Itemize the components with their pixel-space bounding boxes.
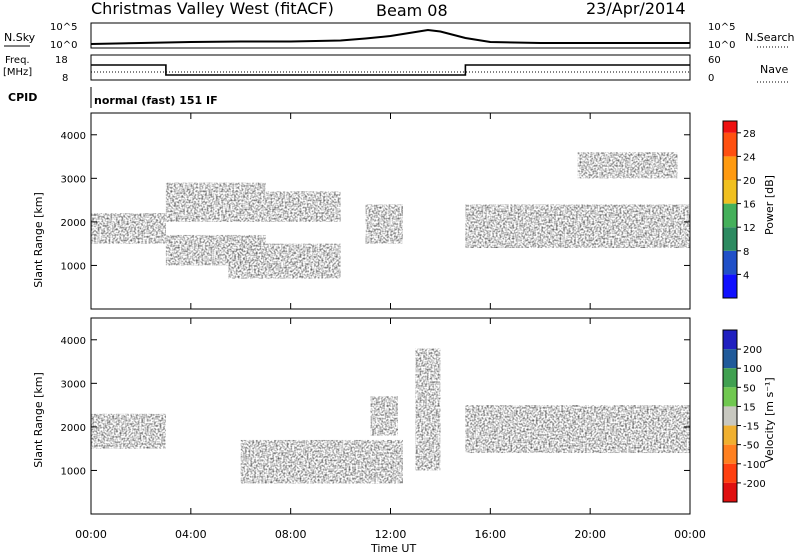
- data-patch: [165, 182, 266, 222]
- power-colorbar-segment: [723, 121, 737, 133]
- power-colorbar-segment: [723, 250, 737, 275]
- nsearch-tick-bottom: 10^0: [708, 40, 735, 51]
- nave-tick-bottom: 0: [708, 73, 714, 84]
- freq-frame: [90, 54, 691, 81]
- power-cb-tick-label: 4: [743, 270, 749, 281]
- power-colorbar-frame: [722, 120, 738, 299]
- velocity-cb-tick-label: 200: [743, 345, 762, 356]
- velocity-cb-tick-label: 100: [743, 364, 762, 375]
- nsearch-label: N.Search: [745, 31, 795, 44]
- power-colorbar-segment: [723, 156, 737, 180]
- velocity-colorbar: 200 100 50 15 -15 -50 -100 -200: [722, 329, 766, 503]
- freq-tick-top: 18: [55, 55, 68, 66]
- velocity-colorbar-label: Velocity [m s⁻¹]: [763, 377, 776, 462]
- xtick-label: 20:00: [574, 528, 606, 541]
- velocity-ylabel: Slant Range [km]: [32, 372, 45, 468]
- data-patch: [465, 405, 690, 454]
- xtick-label: 00:00: [674, 528, 706, 541]
- freq-label-2: [MHz]: [3, 67, 32, 78]
- power-cb-tick-label: 28: [743, 129, 756, 140]
- data-patch: [577, 152, 678, 179]
- velocity-colorbar-frame: [722, 329, 738, 503]
- velocity-colorbar-segment: [723, 349, 737, 369]
- velocity-cb-tick-label: -100: [743, 460, 766, 471]
- ytick-label: 2000: [61, 423, 86, 434]
- power-colorbar-segment: [723, 180, 737, 204]
- data-patch: [265, 191, 341, 222]
- power-cb-tick-label: 8: [743, 247, 749, 258]
- data-patch: [465, 204, 690, 249]
- data-patch: [365, 204, 403, 244]
- data-patch: [228, 243, 341, 279]
- velocity-cb-tick-label: 50: [743, 383, 756, 394]
- station-title: Christmas Valley West (fitACF): [91, 0, 334, 18]
- power-colorbar-segment: [723, 203, 737, 228]
- xtick-label: 00:00: [75, 528, 107, 541]
- xaxis-label: Time UT: [370, 542, 416, 554]
- power-panel-data: [91, 152, 690, 279]
- ytick-label: 4000: [61, 131, 86, 142]
- nave-label: Nave: [760, 63, 788, 76]
- data-patch: [240, 439, 403, 484]
- xtick-label: 08:00: [275, 528, 307, 541]
- power-cb-tick-label: 24: [743, 152, 756, 163]
- velocity-cb-tick-label: -200: [743, 479, 766, 490]
- ytick-label: 1000: [61, 466, 86, 477]
- data-patch: [415, 348, 441, 471]
- velocity-colorbar-segment: [723, 330, 737, 350]
- power-colorbar: 28 24 20 16 12 8 4: [722, 120, 756, 299]
- velocity-panel-data: [91, 348, 690, 484]
- data-patch: [91, 413, 166, 449]
- velocity-colorbar-segment: [723, 425, 737, 445]
- cpid-value: normal (fast) 151 IF: [94, 94, 218, 107]
- nsearch-tick-top: 10^5: [708, 22, 735, 33]
- nsky-frame: [90, 22, 691, 49]
- cpid-label: CPID: [8, 91, 37, 104]
- velocity-colorbar-segment: [723, 387, 737, 407]
- data-patch: [370, 396, 398, 436]
- velocity-cb-tick-label: 15: [743, 402, 756, 413]
- ytick-label: 4000: [61, 336, 86, 347]
- velocity-colorbar-segment: [723, 482, 737, 502]
- nave-tick-top: 60: [708, 55, 721, 66]
- date-label: 23/Apr/2014: [586, 0, 686, 18]
- xtick-label: 04:00: [175, 528, 207, 541]
- nsky-tick-bottom: 10^0: [50, 40, 77, 51]
- xtick-label: 12:00: [375, 528, 407, 541]
- power-colorbar-segment: [723, 227, 737, 251]
- velocity-cb-tick-label: -15: [743, 422, 759, 433]
- power-ylabel: Slant Range [km]: [32, 192, 45, 288]
- velocity-colorbar-segment: [723, 463, 737, 483]
- velocity-colorbar-segment: [723, 444, 737, 464]
- xtick-label: 16:00: [474, 528, 506, 541]
- beam-label: Beam 08: [376, 1, 448, 20]
- power-cb-tick-label: 20: [743, 176, 756, 187]
- nsky-series: [90, 28, 690, 45]
- nsky-tick-top: 10^5: [50, 22, 77, 33]
- power-cb-tick-label: 12: [743, 223, 756, 234]
- freq-label-1: Freq.: [5, 55, 30, 66]
- velocity-cb-tick-label: -50: [743, 441, 759, 452]
- power-cb-tick-label: 16: [743, 200, 756, 211]
- velocity-colorbar-segment: [723, 406, 737, 426]
- power-colorbar-label: Power [dB]: [763, 175, 776, 235]
- power-colorbar-segment: [723, 274, 737, 298]
- freq-series: [91, 64, 690, 76]
- ytick-label: 2000: [61, 218, 86, 229]
- data-patch: [91, 213, 166, 244]
- ytick-label: 3000: [61, 174, 86, 185]
- power-colorbar-segment: [723, 132, 737, 157]
- ytick-label: 3000: [61, 379, 86, 390]
- nsky-label: N.Sky: [4, 31, 36, 44]
- freq-tick-bottom: 8: [62, 73, 68, 84]
- velocity-colorbar-segment: [723, 368, 737, 388]
- ytick-label: 1000: [61, 261, 86, 272]
